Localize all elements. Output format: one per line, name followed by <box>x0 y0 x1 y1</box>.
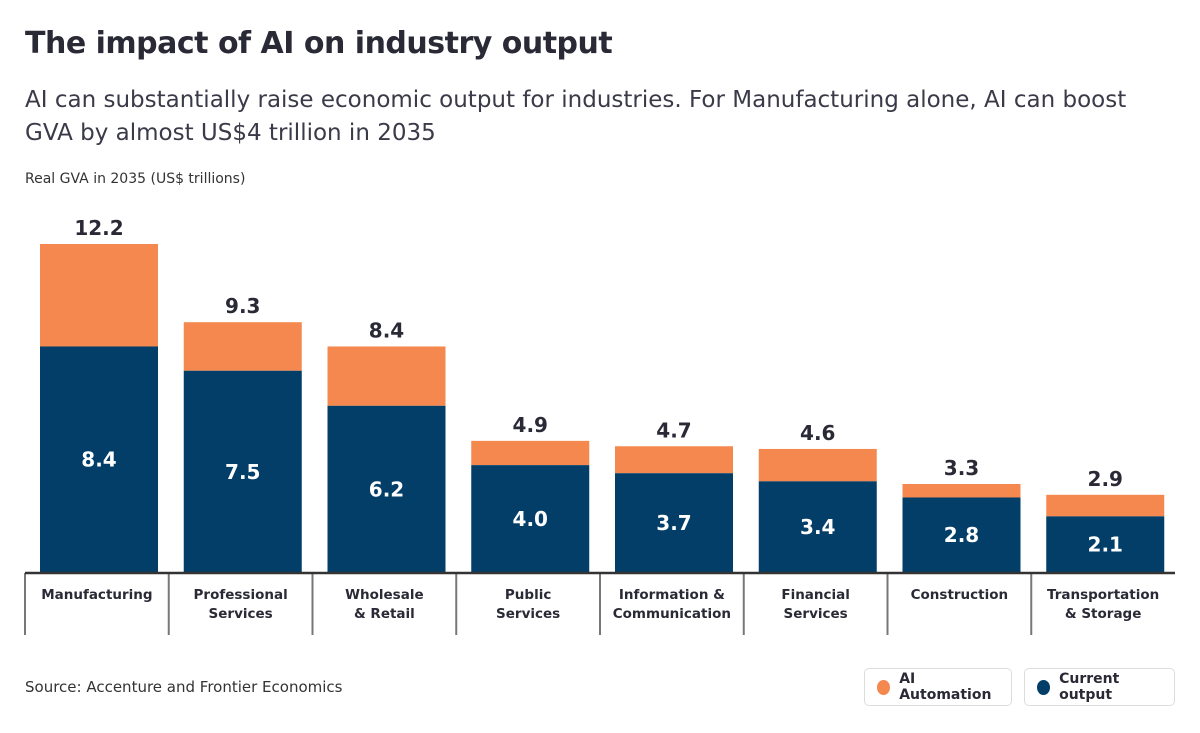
bar-ai-automation <box>40 244 158 347</box>
x-tick-label: Communication <box>613 606 731 622</box>
bar-ai-automation <box>471 440 590 466</box>
data-label-current: 2.8 <box>944 523 979 547</box>
x-tick-label: Services <box>496 606 560 622</box>
bar-current-output <box>40 346 158 573</box>
chart-title: The impact of AI on industry output <box>25 26 613 61</box>
bar-current-output <box>902 497 1021 573</box>
legend-item-current-output: Current output <box>1024 668 1175 706</box>
bar-ai-automation <box>183 322 302 371</box>
legend-item-ai-automation: AI Automation <box>864 668 1012 706</box>
bar-current-output <box>615 473 733 573</box>
bar-ai-automation <box>1046 494 1165 517</box>
x-tick-label: Transportation <box>1047 587 1159 603</box>
bar-current-output <box>758 481 877 573</box>
data-label-current: 3.4 <box>800 515 835 539</box>
data-label-total: 2.9 <box>1088 467 1123 491</box>
x-tick-label: Public <box>505 587 551 603</box>
data-label-current: 8.4 <box>81 448 116 472</box>
bar-current-output <box>1046 516 1165 573</box>
x-tick-label: Financial <box>781 587 850 603</box>
data-label-total: 4.6 <box>800 421 835 445</box>
x-tick-label: Manufacturing <box>41 587 152 603</box>
legend-swatch-icon <box>877 679 891 695</box>
x-tick-label: & Retail <box>354 606 415 622</box>
bar-current-output <box>183 370 302 573</box>
data-label-current: 7.5 <box>225 460 260 484</box>
data-label-current: 3.7 <box>656 511 691 535</box>
x-tick-label: Services <box>784 606 848 622</box>
bar-current-output <box>327 405 446 573</box>
y-axis-label: Real GVA in 2035 (US$ trillions) <box>25 171 246 187</box>
data-label-current: 2.1 <box>1088 533 1123 557</box>
x-tick-label: & Storage <box>1065 606 1142 622</box>
data-label-total: 4.9 <box>513 413 548 437</box>
x-tick-label: Information & <box>619 587 725 603</box>
bar-ai-automation <box>615 446 733 474</box>
data-label-total: 8.4 <box>369 318 404 342</box>
legend-label: AI Automation <box>899 671 992 703</box>
x-tick-label: Services <box>209 606 273 622</box>
x-tick-label: Professional <box>194 587 288 603</box>
data-label-total: 4.7 <box>656 418 691 442</box>
bar-current-output <box>471 465 590 573</box>
x-tick-label: Construction <box>911 587 1009 603</box>
legend-swatch-icon <box>1037 679 1051 695</box>
data-label-current: 6.2 <box>369 477 404 501</box>
data-label-total: 12.2 <box>74 216 123 240</box>
source-note: Source: Accenture and Frontier Economics <box>25 678 343 696</box>
bar-ai-automation <box>902 484 1021 498</box>
data-label-total: 3.3 <box>944 456 979 480</box>
x-tick-label: Wholesale <box>345 587 424 603</box>
legend-label: Current output <box>1059 671 1120 703</box>
data-label-total: 9.3 <box>225 294 260 318</box>
bar-ai-automation <box>758 448 877 482</box>
bar-ai-automation <box>327 346 446 406</box>
data-label-current: 4.0 <box>513 507 548 531</box>
chart-subtitle: AI can substantially raise economic outp… <box>25 87 1127 146</box>
